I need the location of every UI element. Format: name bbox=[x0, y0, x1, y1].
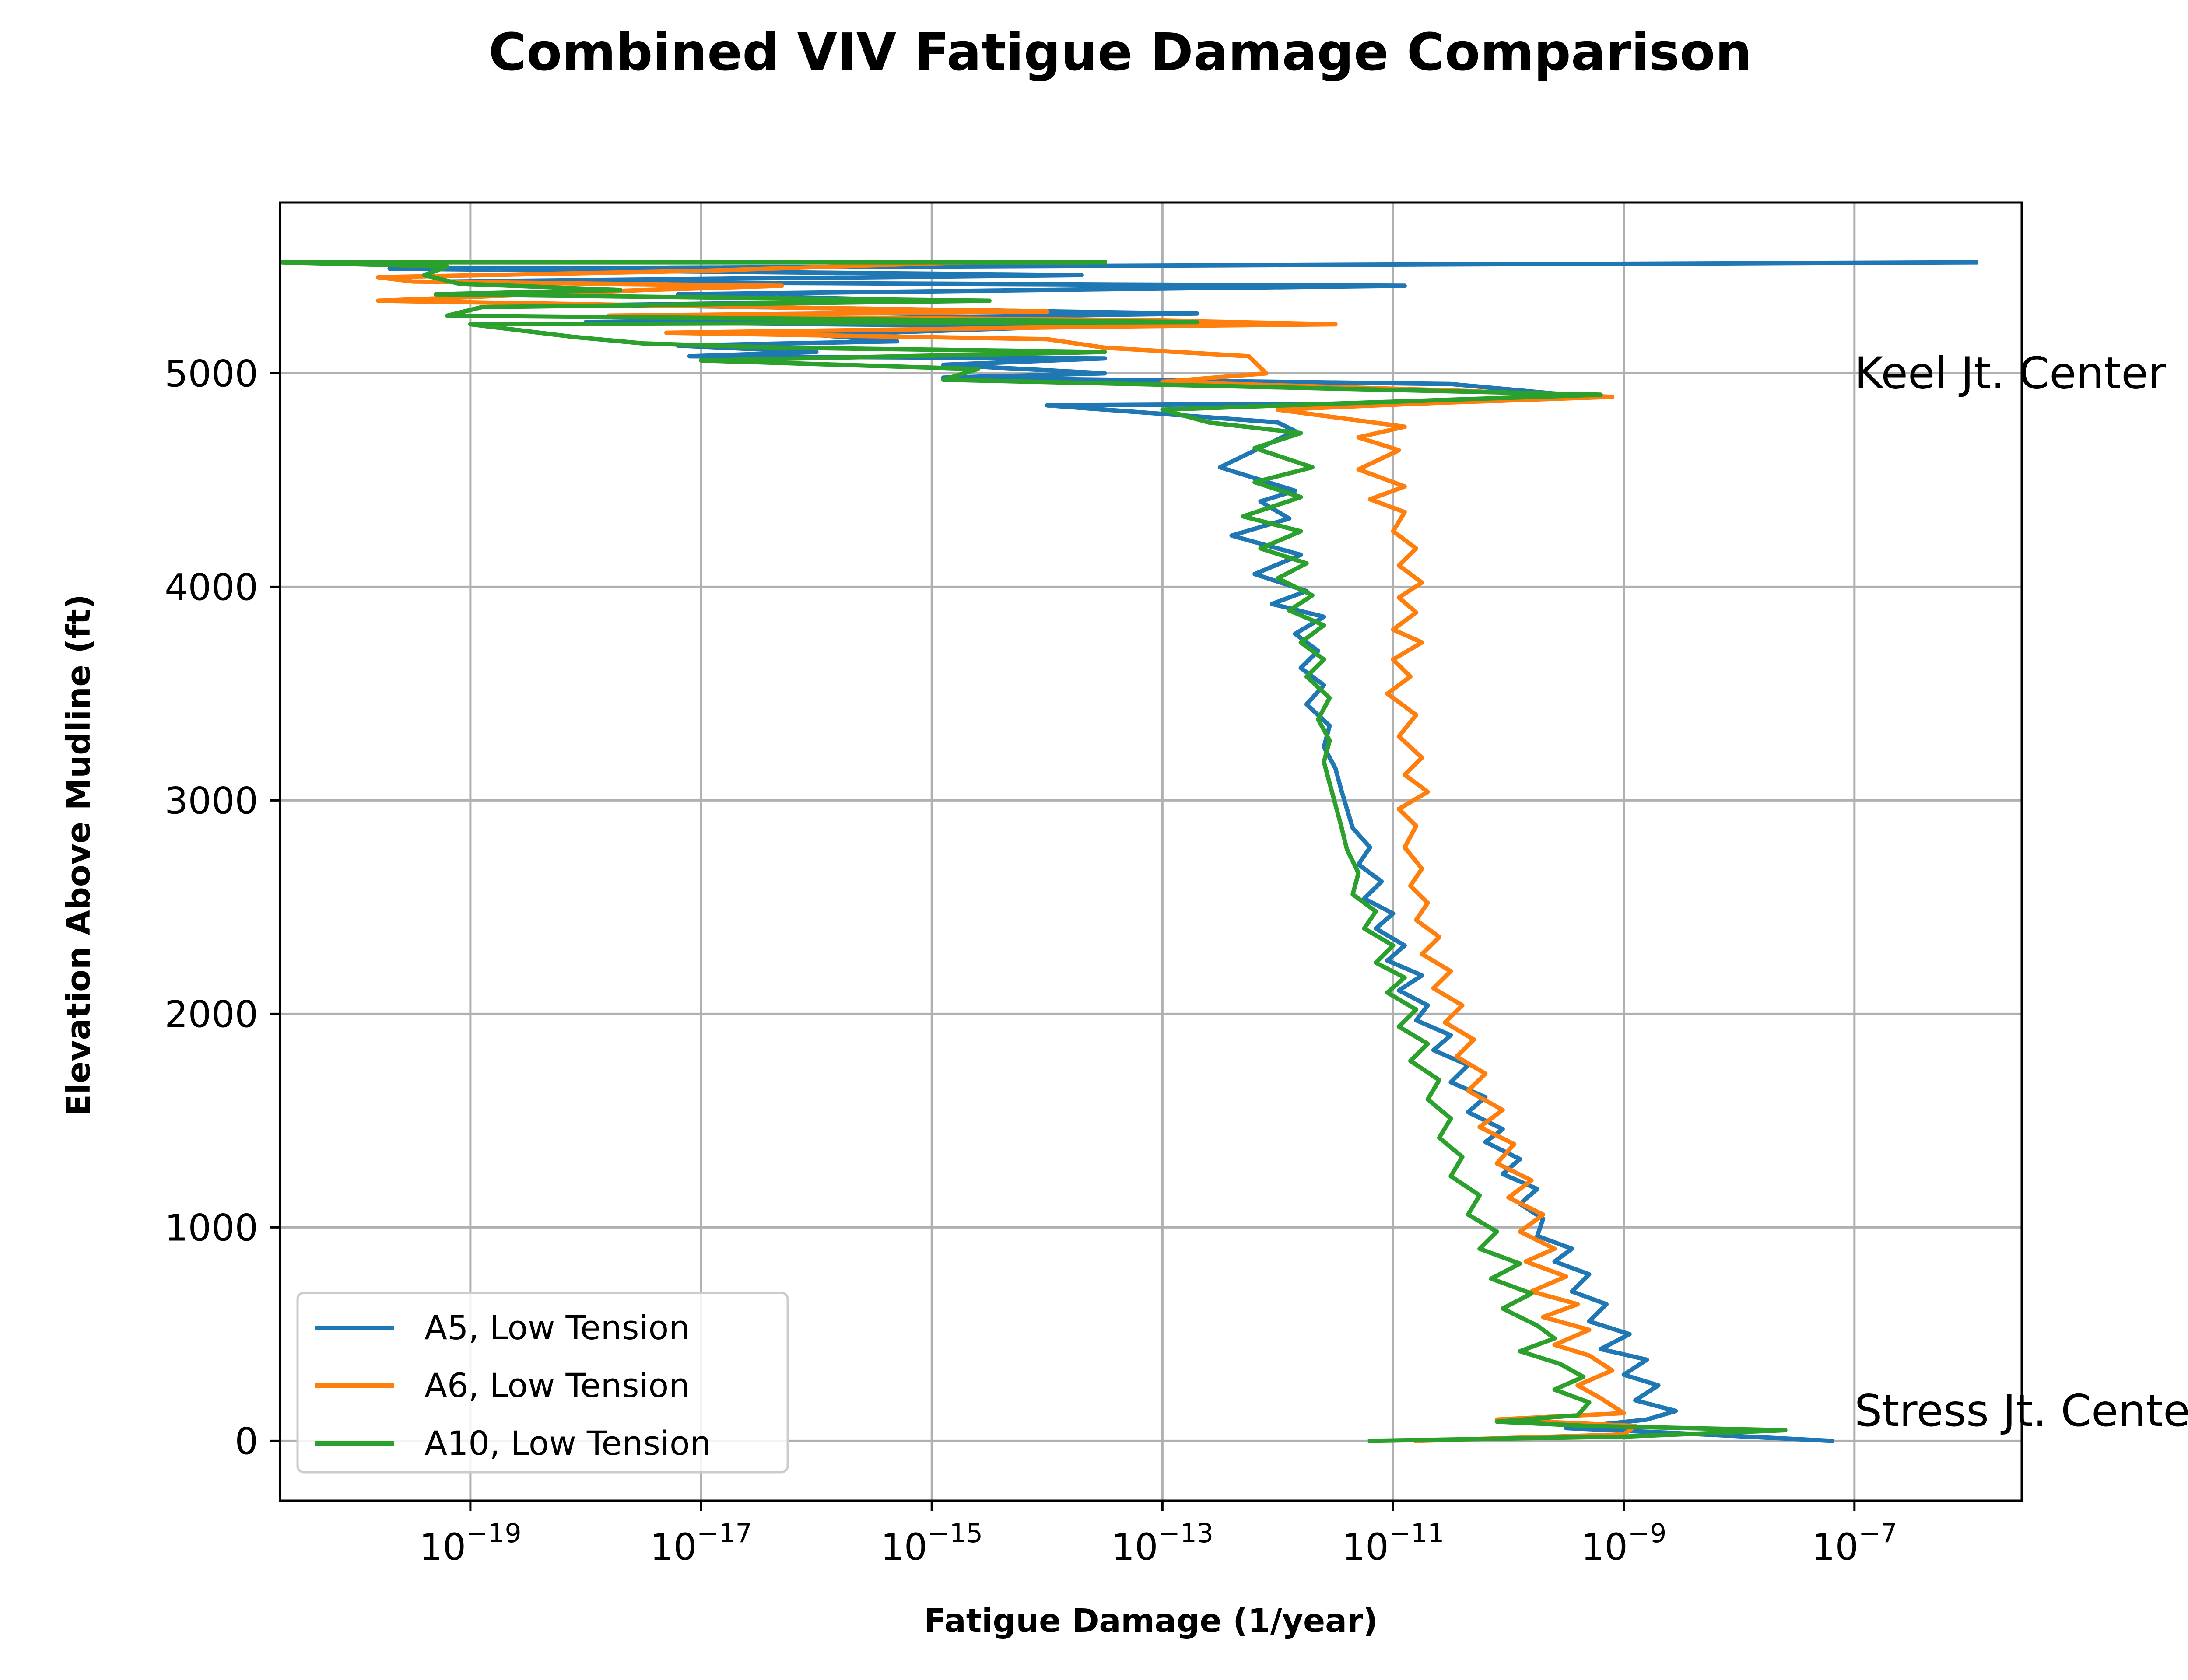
x-tick-label: 10−17 bbox=[650, 1518, 752, 1568]
legend: A5, Low Tension A6, Low Tension A10, Low T… bbox=[296, 1292, 789, 1474]
x-tick-label: 10−13 bbox=[1112, 1518, 1214, 1568]
annotation-layer: Keel Jt. Center Stress Jt. Center bbox=[1855, 348, 2188, 1437]
y-tick-label: 0 bbox=[235, 1420, 258, 1463]
y-tick-label: 5000 bbox=[165, 352, 258, 395]
x-tick-label: 10−9 bbox=[1581, 1518, 1666, 1568]
series-line-1 bbox=[387, 260, 1978, 1443]
x-axis-label: Fatigue Damage (1/year) bbox=[924, 1602, 1378, 1640]
series-layer bbox=[280, 260, 1978, 1443]
x-tick-label: 10−15 bbox=[880, 1518, 983, 1568]
y-tick-label: 1000 bbox=[165, 1206, 258, 1249]
plot-frame bbox=[279, 201, 2023, 1502]
legend-entry: A10, Low Tension bbox=[424, 1424, 711, 1463]
tick-layer: 10−19 10−17 10−15 10−13 10−11 10−9 10−7 0 1000 20… bbox=[165, 352, 1897, 1568]
legend-entry: A5, Low Tension bbox=[424, 1308, 690, 1347]
series-line-2 bbox=[376, 260, 1637, 1443]
chart-title: Combined VIV Fatigue Damage Comparison bbox=[489, 22, 1752, 82]
y-tick-label: 2000 bbox=[165, 993, 258, 1036]
y-tick-label: 3000 bbox=[165, 779, 258, 822]
annotation-label: Stress Jt. Center bbox=[1855, 1385, 2188, 1436]
grid-layer bbox=[280, 203, 2022, 1501]
x-tick-label: 10−7 bbox=[1812, 1518, 1897, 1568]
y-tick-label: 4000 bbox=[165, 566, 258, 609]
series-line-3 bbox=[280, 260, 1788, 1443]
y-axis-label: Elevation Above Mudline (ft) bbox=[60, 594, 98, 1116]
x-tick-label: 10−11 bbox=[1342, 1518, 1445, 1568]
annotation-label: Keel Jt. Center bbox=[1855, 348, 2167, 399]
axes-layer bbox=[279, 201, 2023, 1502]
legend-box bbox=[296, 1292, 789, 1474]
x-tick-label: 10−19 bbox=[419, 1518, 522, 1568]
legend-entry: A6, Low Tension bbox=[424, 1366, 690, 1405]
